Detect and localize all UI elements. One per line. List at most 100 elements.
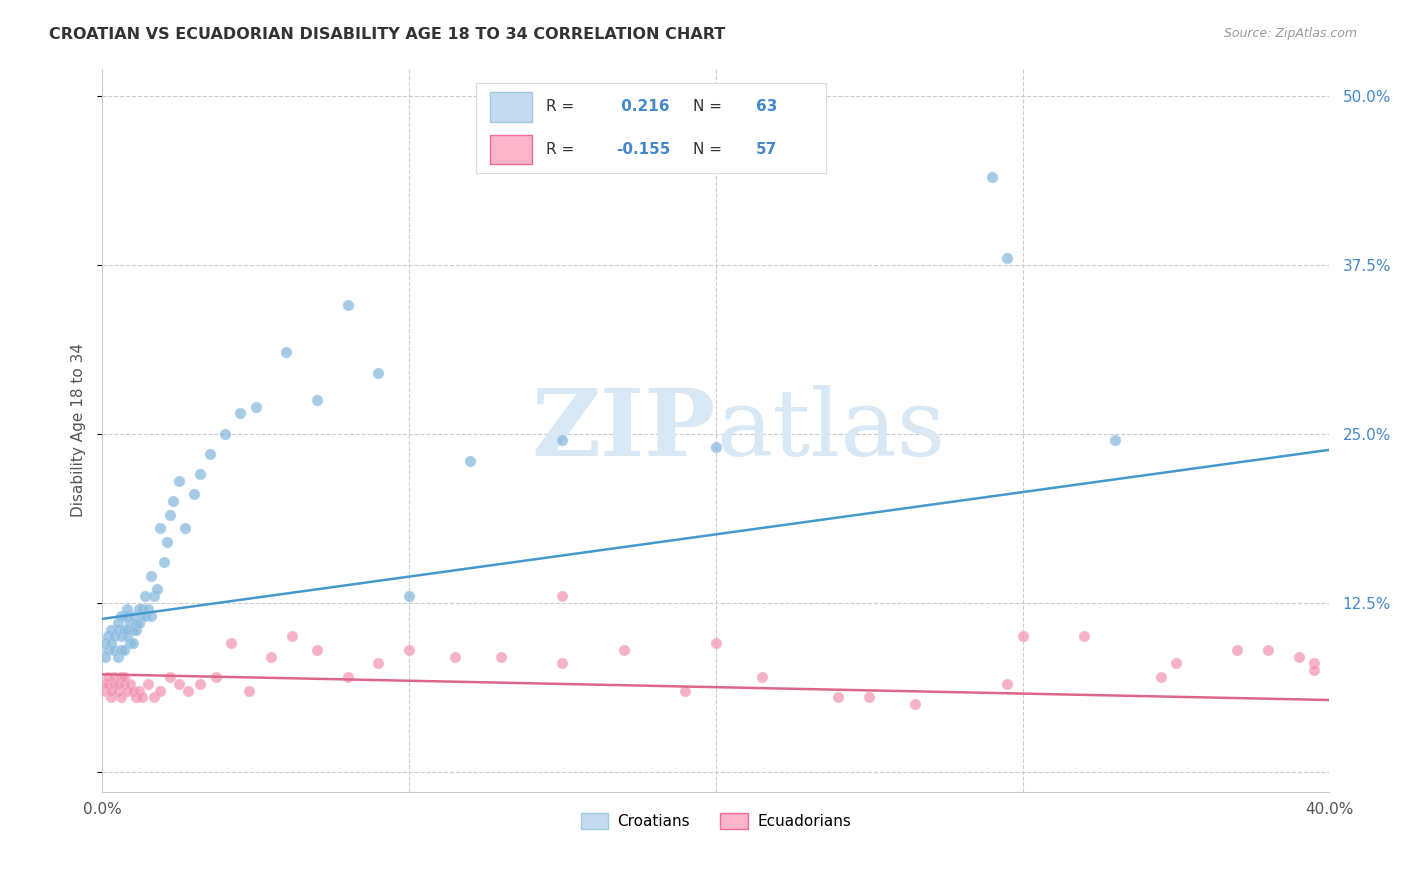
Point <box>156 534 179 549</box>
Point <box>276 345 298 359</box>
Point <box>238 683 260 698</box>
Point <box>1257 643 1279 657</box>
Point <box>97 677 120 691</box>
Point <box>198 447 221 461</box>
Point <box>183 487 205 501</box>
Point <box>260 649 283 664</box>
Point <box>118 677 141 691</box>
Point <box>149 683 172 698</box>
Point <box>1303 663 1326 677</box>
Point <box>827 690 849 705</box>
Text: CROATIAN VS ECUADORIAN DISABILITY AGE 18 TO 34 CORRELATION CHART: CROATIAN VS ECUADORIAN DISABILITY AGE 18… <box>49 27 725 42</box>
Point <box>110 670 132 684</box>
Point <box>115 683 138 698</box>
Point <box>94 649 117 664</box>
Point <box>613 643 636 657</box>
Point <box>136 602 159 616</box>
Point <box>122 623 145 637</box>
Point <box>100 683 122 698</box>
Point <box>128 683 150 698</box>
Point <box>131 602 153 616</box>
Point <box>100 636 122 650</box>
Point <box>1226 643 1249 657</box>
Point <box>152 555 174 569</box>
Point <box>245 400 267 414</box>
Point <box>125 623 148 637</box>
Point <box>146 582 169 596</box>
Point <box>995 251 1018 265</box>
Point <box>103 630 125 644</box>
Point <box>118 615 141 630</box>
Text: ZIP: ZIP <box>531 385 716 475</box>
Point <box>305 392 328 407</box>
Point <box>336 298 359 312</box>
Point <box>94 683 117 698</box>
Point <box>125 690 148 705</box>
Point <box>107 677 129 691</box>
Point <box>112 623 135 637</box>
Point <box>112 609 135 624</box>
Point <box>214 426 236 441</box>
Point <box>1303 657 1326 671</box>
Point <box>100 690 122 705</box>
Point <box>115 630 138 644</box>
Point <box>204 670 226 684</box>
Point <box>367 366 389 380</box>
Point <box>103 677 125 691</box>
Point <box>177 683 200 698</box>
Point <box>97 643 120 657</box>
Point <box>551 589 574 603</box>
Point <box>141 609 163 624</box>
Point <box>305 643 328 657</box>
Point <box>751 670 773 684</box>
Point <box>103 670 125 684</box>
Point <box>159 508 181 522</box>
Point <box>159 670 181 684</box>
Point <box>128 602 150 616</box>
Point <box>103 643 125 657</box>
Point <box>398 589 420 603</box>
Point <box>115 623 138 637</box>
Point <box>112 670 135 684</box>
Point <box>704 636 727 650</box>
Point <box>167 677 190 691</box>
Point <box>110 690 132 705</box>
Point <box>107 615 129 630</box>
Point <box>131 690 153 705</box>
Point <box>551 434 574 448</box>
Point <box>112 643 135 657</box>
Point <box>1073 630 1095 644</box>
Point <box>489 649 512 664</box>
Point <box>190 677 212 691</box>
Point <box>141 568 163 582</box>
Point <box>94 677 117 691</box>
Point <box>136 677 159 691</box>
Point <box>704 440 727 454</box>
Point <box>229 406 252 420</box>
Point <box>858 690 880 705</box>
Point <box>134 609 156 624</box>
Point <box>1011 630 1033 644</box>
Point <box>143 589 166 603</box>
Point <box>122 683 145 698</box>
Point <box>128 615 150 630</box>
Point <box>673 683 696 698</box>
Point <box>143 690 166 705</box>
Point <box>97 630 120 644</box>
Point <box>1104 434 1126 448</box>
Point <box>100 623 122 637</box>
Legend: Croatians, Ecuadorians: Croatians, Ecuadorians <box>575 806 858 835</box>
Point <box>460 453 482 467</box>
Point <box>110 609 132 624</box>
Text: Source: ZipAtlas.com: Source: ZipAtlas.com <box>1223 27 1357 40</box>
Point <box>112 677 135 691</box>
Point <box>107 683 129 698</box>
Point <box>904 697 927 711</box>
Y-axis label: Disability Age 18 to 34: Disability Age 18 to 34 <box>72 343 86 517</box>
Point <box>367 657 389 671</box>
Point <box>122 609 145 624</box>
Point <box>115 602 138 616</box>
Point <box>110 630 132 644</box>
Point <box>107 649 129 664</box>
Point <box>444 649 467 664</box>
